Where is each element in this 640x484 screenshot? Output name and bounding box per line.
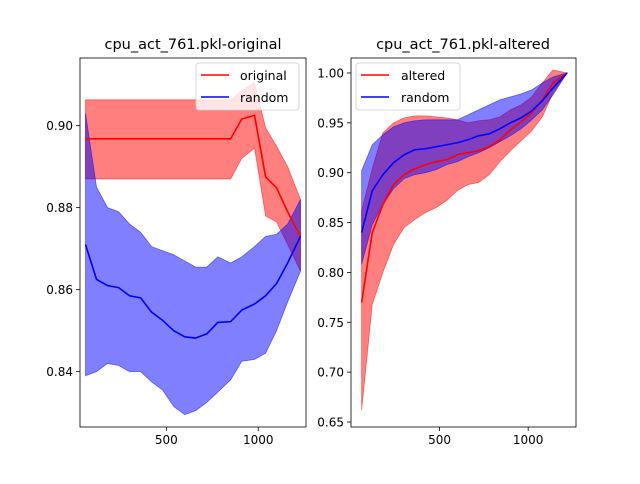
chart-title-original: cpu_act_761.pkl-original [104,37,281,53]
y-tick-label-original-3: 0.90 [46,119,73,133]
axes-frame-altered [350,57,577,428]
series-line-original-random [84,236,302,339]
y-tick-label-original-2: 0.88 [46,201,73,215]
legend-label-original-original: original [240,68,287,83]
y-tick-label-altered-2: 0.75 [317,316,344,330]
panel-altered: cpu_act_761.pkl-altered 500 1000 0.65 0.70 0… [317,37,577,447]
y-tick-label-altered-5: 0.90 [317,166,344,180]
ticks-original: 500 1000 0.84 0.86 0.88 0.90 [46,119,273,447]
series-line-altered-altered [360,72,568,303]
series-line-original-original [85,114,302,237]
y-tick-label-altered-0: 0.65 [317,416,344,430]
plot-area-original [84,81,302,416]
ticks-altered: 500 1000 0.65 0.70 0.75 0.80 0.85 0.90 0.95 1.00 [317,66,543,447]
legend-label-altered-random: random [401,90,449,105]
x-tick-label-original-500: 500 [155,433,178,447]
series-line-altered-random [360,72,568,233]
legend-label-altered-altered: altered [401,68,445,83]
panel-original: cpu_act_761.pkl-original 500 1000 0.84 0.86… [46,37,307,447]
y-tick-label-altered-6: 0.95 [317,116,344,130]
legend-original: original random [195,62,300,111]
band-original-random [85,113,301,416]
legend-label-original-random: random [240,90,288,105]
x-tick-label-original-1000: 1000 [243,433,274,447]
y-tick-label-altered-3: 0.80 [317,266,344,280]
axes-frame-original [79,57,307,428]
y-tick-label-altered-4: 0.85 [317,216,344,230]
y-tick-label-altered-7: 1.00 [317,66,344,80]
y-tick-label-altered-1: 0.70 [317,366,344,380]
legend-altered: altered random [355,62,461,111]
y-tick-label-original-1: 0.86 [46,283,73,297]
y-tick-label-original-0: 0.84 [46,365,73,379]
x-tick-label-altered-1000: 1000 [513,433,544,447]
chart-title-altered: cpu_act_761.pkl-altered [376,37,550,53]
x-tick-label-altered-500: 500 [428,433,451,447]
plot-area-altered [360,69,569,411]
